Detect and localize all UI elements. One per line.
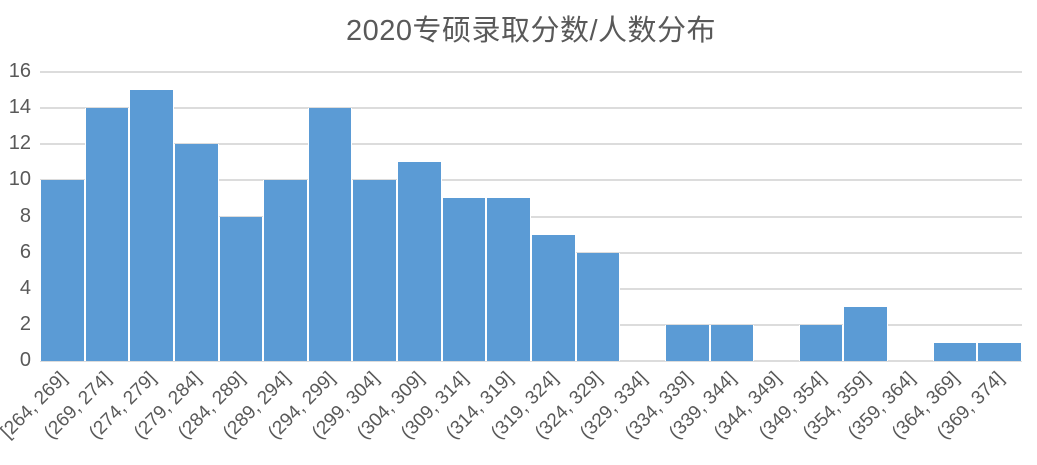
bar [352,180,398,361]
plot-area [40,71,1022,362]
y-axis: 0 2 4 6 8 10 12 14 16 [0,60,31,371]
bar [129,90,174,361]
bar [798,324,844,361]
gridline [40,360,1022,362]
bar [40,180,85,361]
bar [173,144,219,361]
y-tick-label: 16 [8,60,31,83]
x-axis: [264, 269] (269, 274] (274, 279] (279, 284]… [0,363,1022,465]
bar [397,162,442,361]
y-tick-label: 0 [19,349,31,372]
bar [531,234,576,361]
bar [218,216,264,361]
bar [932,342,978,361]
bar [84,108,130,361]
bar [441,198,487,361]
bar [843,306,889,361]
bar [575,252,621,361]
bar [307,108,353,361]
y-tick-label: 2 [19,312,31,335]
y-tick-label: 4 [19,276,31,299]
chart-title: 2020专硕录取分数/人数分布 [345,15,717,47]
y-tick-label: 10 [8,168,31,191]
bar [486,198,531,361]
gridline [40,143,1022,146]
bar [263,180,308,361]
bar [709,324,755,361]
gridline [40,215,1022,218]
y-tick-label: 8 [19,204,31,227]
y-tick-label: 12 [8,132,31,155]
y-tick-label: 6 [19,240,31,263]
gridline [40,71,1022,73]
bar [664,324,710,361]
gridline [40,107,1022,110]
y-tick-label: 14 [8,96,31,119]
bar [977,342,1022,361]
gridline [40,179,1022,182]
